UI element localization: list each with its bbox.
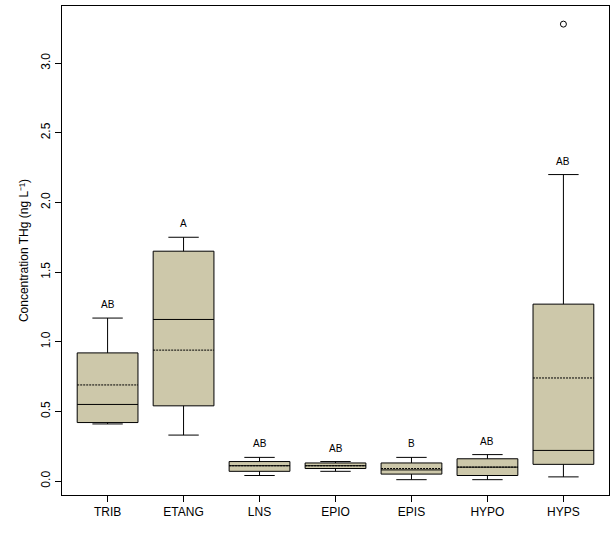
svg-text:AB: AB <box>101 299 115 310</box>
svg-text:TRIB: TRIB <box>94 505 121 519</box>
svg-text:AB: AB <box>329 443 343 454</box>
svg-text:2.5: 2.5 <box>39 122 53 139</box>
svg-text:EPIO: EPIO <box>321 505 350 519</box>
svg-text:1.0: 1.0 <box>39 331 53 348</box>
svg-text:3.0: 3.0 <box>39 53 53 70</box>
svg-text:ETANG: ETANG <box>163 505 203 519</box>
svg-text:B: B <box>408 438 415 449</box>
svg-text:Concentration THg (ng L⁻¹): Concentration THg (ng L⁻¹) <box>17 179 31 322</box>
svg-text:HYPO: HYPO <box>470 505 504 519</box>
svg-text:AB: AB <box>480 436 494 447</box>
svg-text:HYPS: HYPS <box>547 505 580 519</box>
svg-text:EPIS: EPIS <box>398 505 425 519</box>
svg-text:AB: AB <box>253 438 267 449</box>
svg-text:1.5: 1.5 <box>39 262 53 279</box>
svg-text:0.0: 0.0 <box>39 471 53 488</box>
svg-text:0.5: 0.5 <box>39 401 53 418</box>
svg-text:A: A <box>180 218 187 229</box>
svg-text:2.0: 2.0 <box>39 192 53 209</box>
svg-text:AB: AB <box>556 156 570 167</box>
svg-text:LNS: LNS <box>248 505 271 519</box>
